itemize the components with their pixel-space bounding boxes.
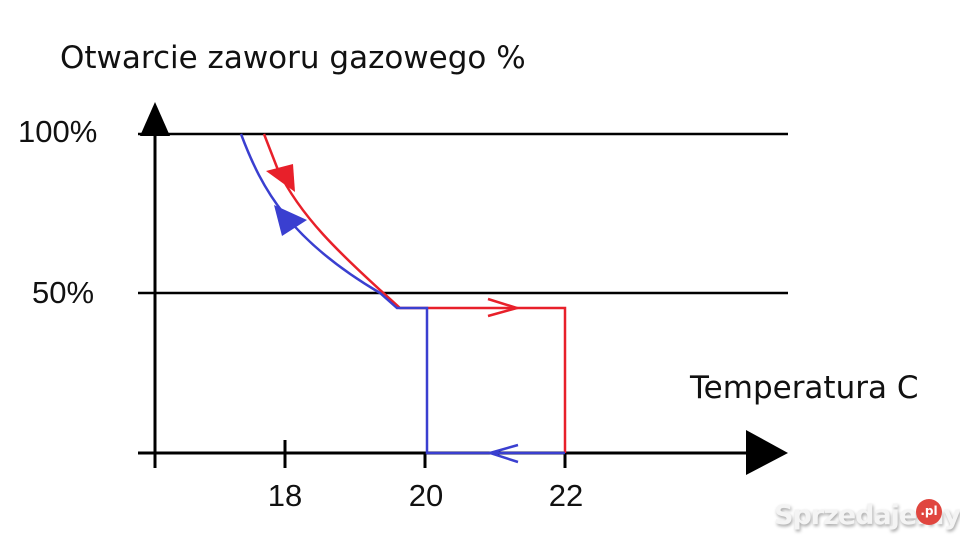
x-tick-18: 18 — [267, 478, 303, 513]
blue-cooling-curve — [239, 133, 565, 455]
red-down-arrow-icon — [266, 164, 295, 192]
x-tick-20: 20 — [408, 478, 444, 513]
red-right-arrow-icon — [487, 297, 522, 318]
x-axis-title: Temperatura C — [690, 370, 919, 406]
y-axis-title: Otwarcie zaworu gazowego % — [60, 40, 526, 76]
blue-left-arrow-icon — [485, 443, 519, 464]
watermark-badge: .pl — [916, 499, 942, 525]
blue-up-arrow-icon — [274, 205, 307, 236]
x-tick-22: 22 — [548, 478, 584, 513]
y-tick-50: 50% — [32, 275, 95, 310]
y-axis-arrow-icon — [140, 102, 170, 136]
x-axis-arrow-icon — [746, 430, 788, 475]
y-tick-100: 100% — [18, 114, 98, 149]
